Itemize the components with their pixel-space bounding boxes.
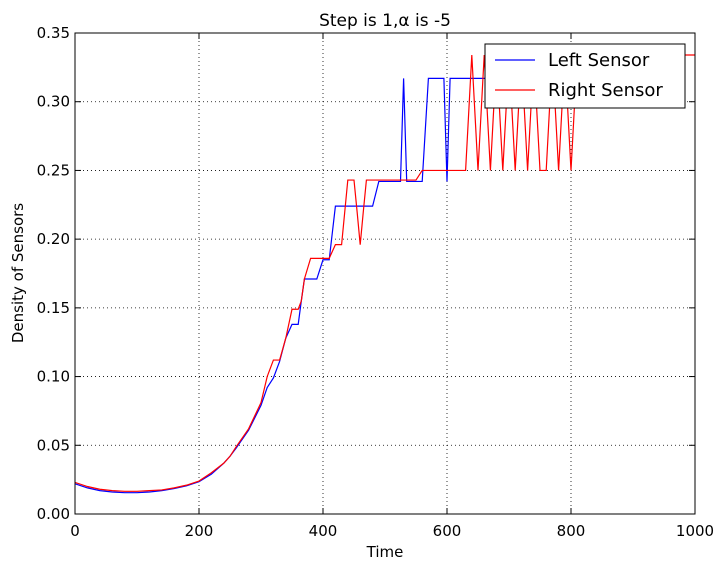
y-tick-label: 0.30	[37, 93, 70, 111]
x-tick-label: 1000	[676, 522, 714, 540]
y-tick-label: 0.35	[37, 24, 70, 42]
x-tick-label: 200	[185, 522, 214, 540]
y-tick-label: 0.15	[37, 299, 70, 317]
chart-title: Step is 1,α is -5	[319, 11, 451, 31]
y-axis-label: Density of Sensors	[9, 203, 27, 343]
series-line-left-sensor	[75, 77, 578, 494]
plot-frame	[74, 32, 696, 515]
x-tick-label: 400	[309, 522, 338, 540]
y-tick-label: 0.00	[37, 505, 70, 523]
legend-box	[484, 43, 686, 109]
x-tick-label: 0	[70, 522, 80, 540]
legend-label-right-sensor: Right Sensor	[548, 80, 663, 101]
y-tick-label: 0.05	[37, 436, 70, 454]
x-axis-label: Time	[366, 543, 404, 561]
y-tick-label: 0.10	[37, 368, 70, 386]
x-tick-label: 600	[433, 522, 462, 540]
legend: Left Sensor Right Sensor	[484, 43, 686, 109]
x-tick-label: 800	[557, 522, 586, 540]
y-tick-label: 0.25	[37, 161, 70, 179]
legend-label-left-sensor: Left Sensor	[548, 50, 650, 71]
ticks: 0 200 400 600 800 1000 0.00 0.05 0.10 0.15 0.20 0.2…	[37, 24, 715, 540]
y-tick-label: 0.20	[37, 230, 70, 248]
